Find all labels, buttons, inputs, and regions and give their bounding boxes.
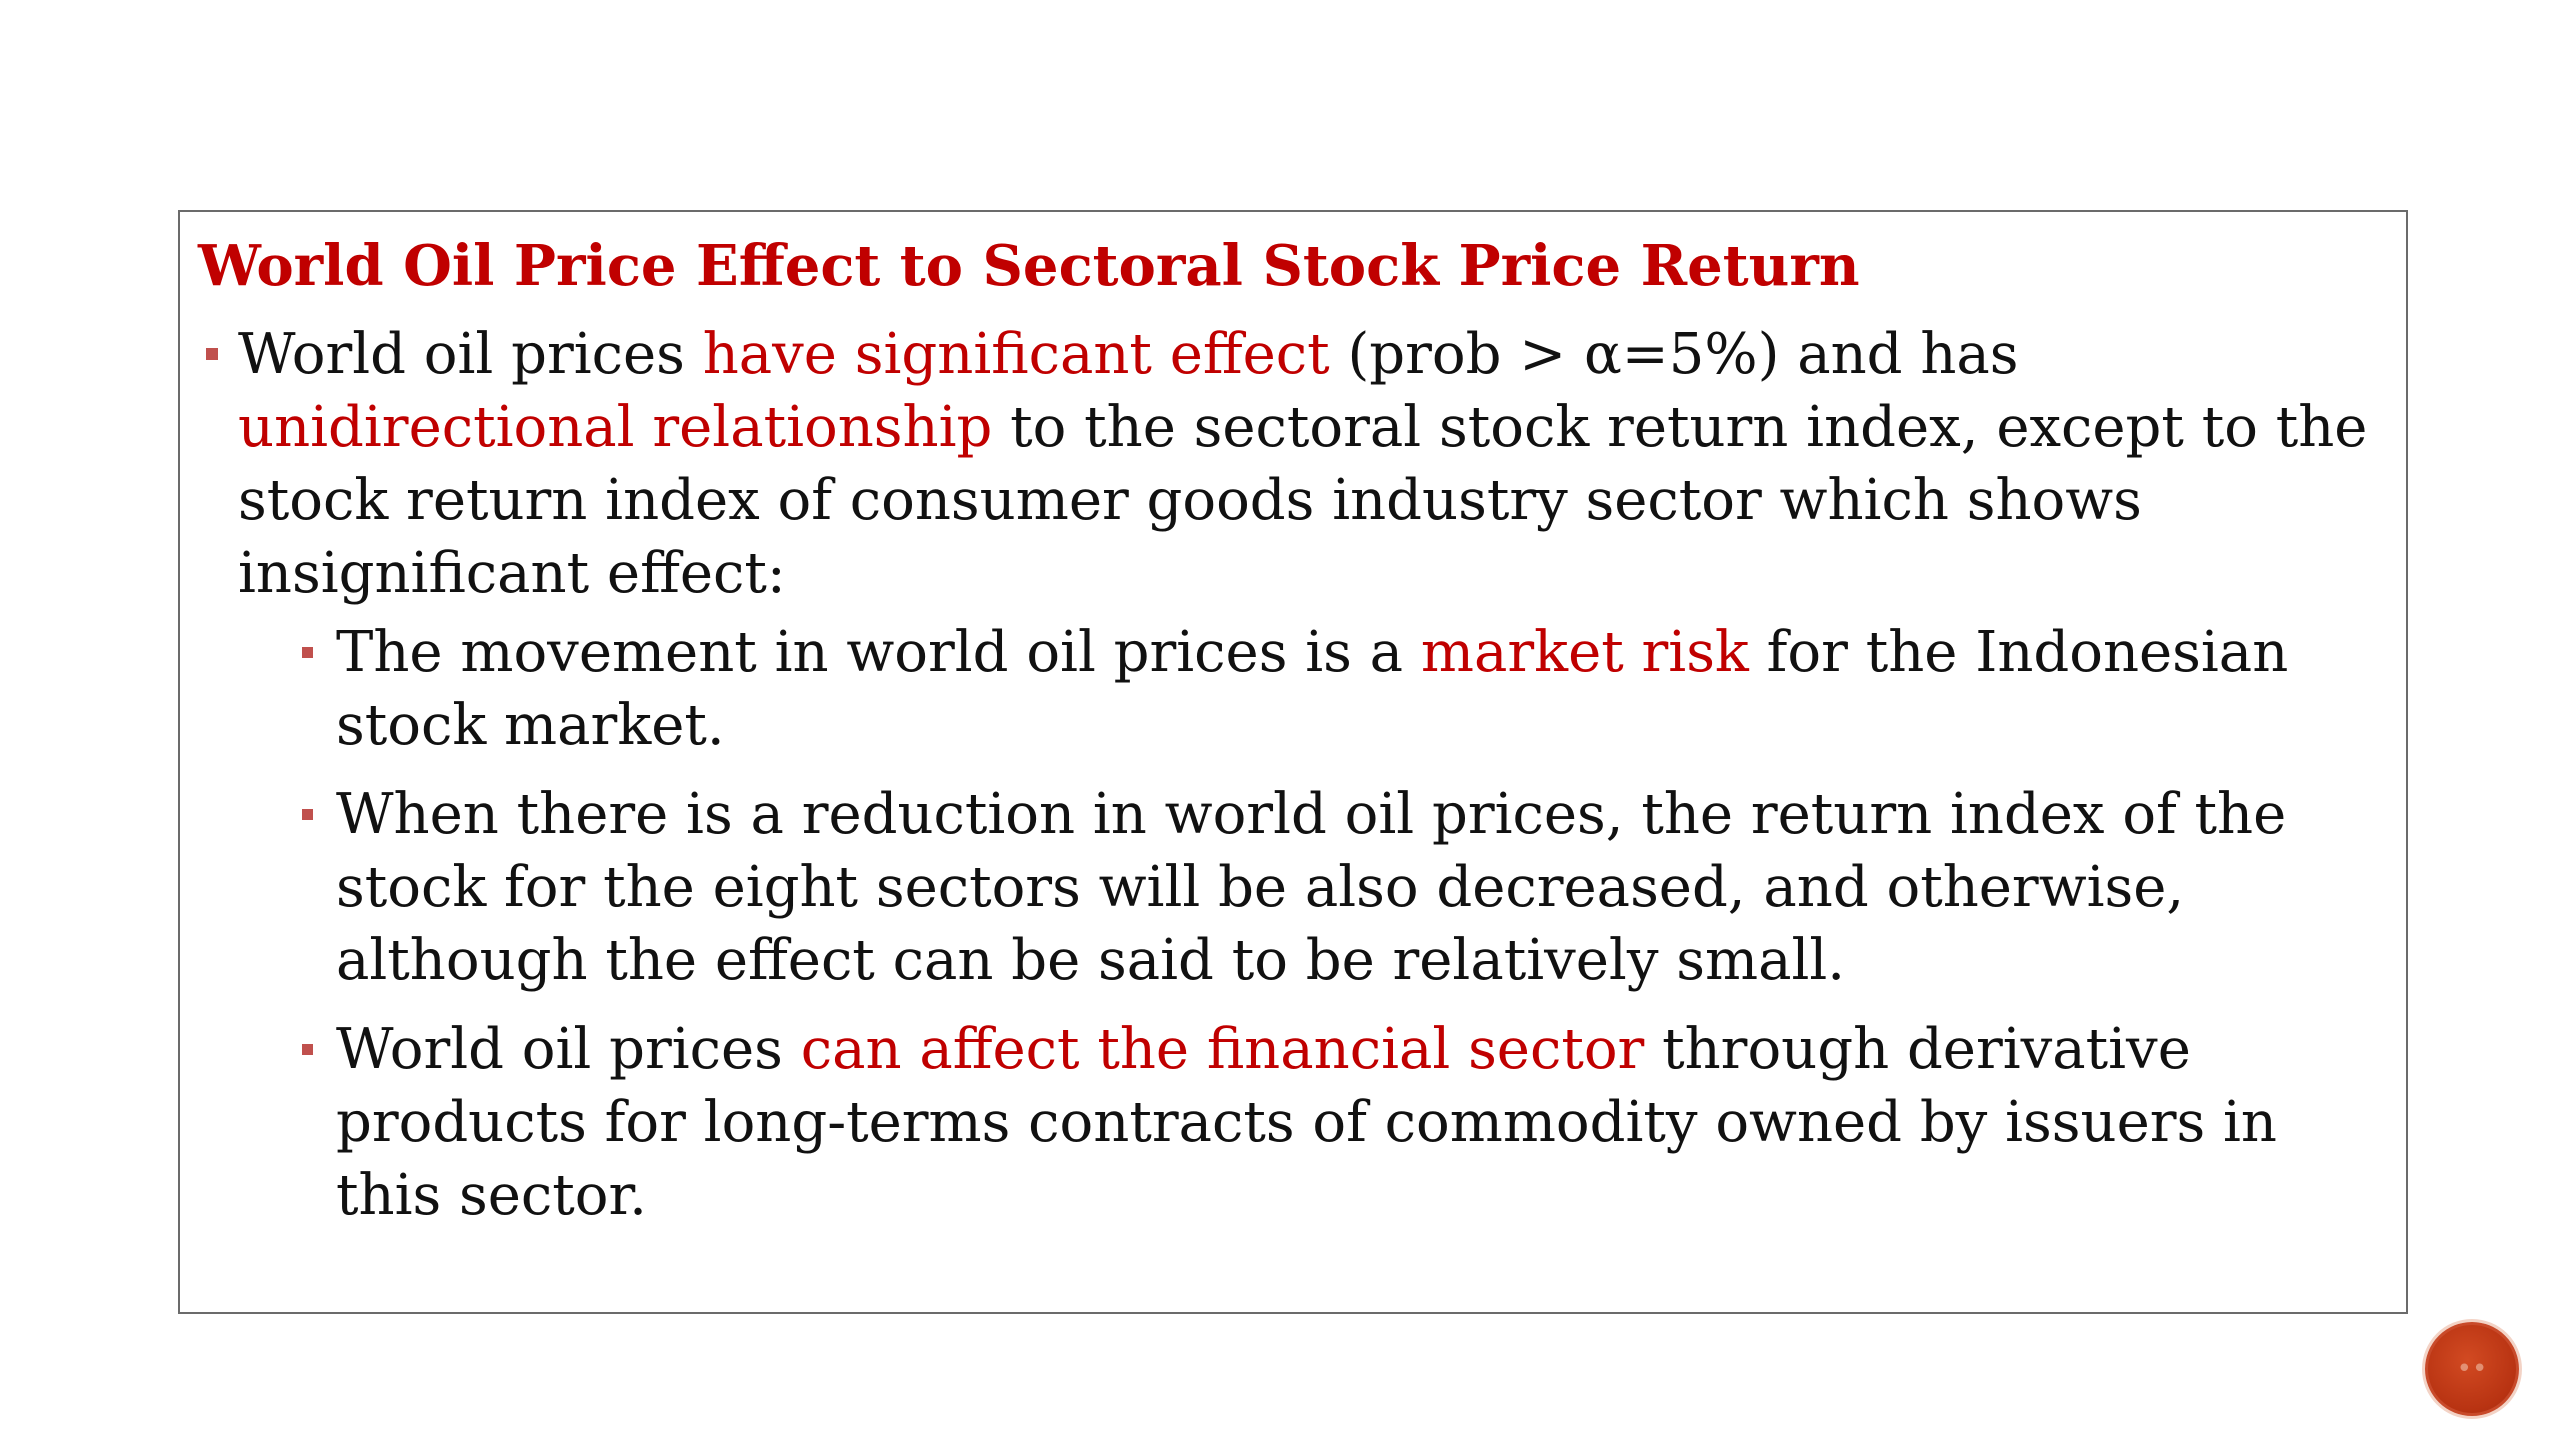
- sub-bullet-2: When there is a reduction in world oil p…: [296, 778, 2378, 997]
- square-bullet-icon: [206, 348, 218, 360]
- sub-bullet-3: World oil prices can affect the financia…: [296, 1013, 2378, 1232]
- sub-bullet-1: The movement in world oil prices is a ma…: [296, 616, 2378, 762]
- main-bullet-highlight-2: unidirectional relationship: [238, 395, 993, 460]
- sub-bullet-2-text-1: When there is a reduction in world oil p…: [336, 782, 2287, 993]
- slide-nav-button[interactable]: ••: [2425, 1322, 2519, 1416]
- square-bullet-icon: [302, 647, 313, 658]
- sub-bullet-3-text-2: through derivative products for long-ter…: [336, 1017, 2277, 1228]
- sub-bullet-1-highlight: market risk: [1420, 620, 1749, 685]
- square-bullet-icon: [302, 809, 313, 820]
- square-bullet-icon: [302, 1044, 313, 1055]
- content-box: World Oil Price Effect to Sectoral Stock…: [178, 210, 2408, 1314]
- sub-bullet-list: The movement in world oil prices is a ma…: [238, 616, 2378, 1232]
- sub-bullet-1-text-2: for the Indonesian stock market.: [336, 620, 2289, 758]
- main-bullet: World oil prices have significant effect…: [198, 318, 2378, 1232]
- main-bullet-text-2: (prob > α=5%) and has: [1329, 322, 2019, 387]
- main-bullet-text-1: World oil prices: [238, 322, 703, 387]
- slide-nav-circle-icon: ••: [2456, 1354, 2488, 1384]
- bullet-list: World oil prices have significant effect…: [198, 318, 2378, 1232]
- main-bullet-highlight-1: have significant effect: [702, 322, 1330, 387]
- main-bullet-text-3: to the sectoral stock return index, exce…: [238, 395, 2368, 606]
- slide-title: World Oil Price Effect to Sectoral Stock…: [198, 233, 1860, 299]
- sub-bullet-1-text-1: The movement in world oil prices is a: [336, 620, 1421, 685]
- sub-bullet-3-text-1: World oil prices: [336, 1017, 801, 1082]
- sub-bullet-3-highlight: can affect the financial sector: [800, 1017, 1645, 1082]
